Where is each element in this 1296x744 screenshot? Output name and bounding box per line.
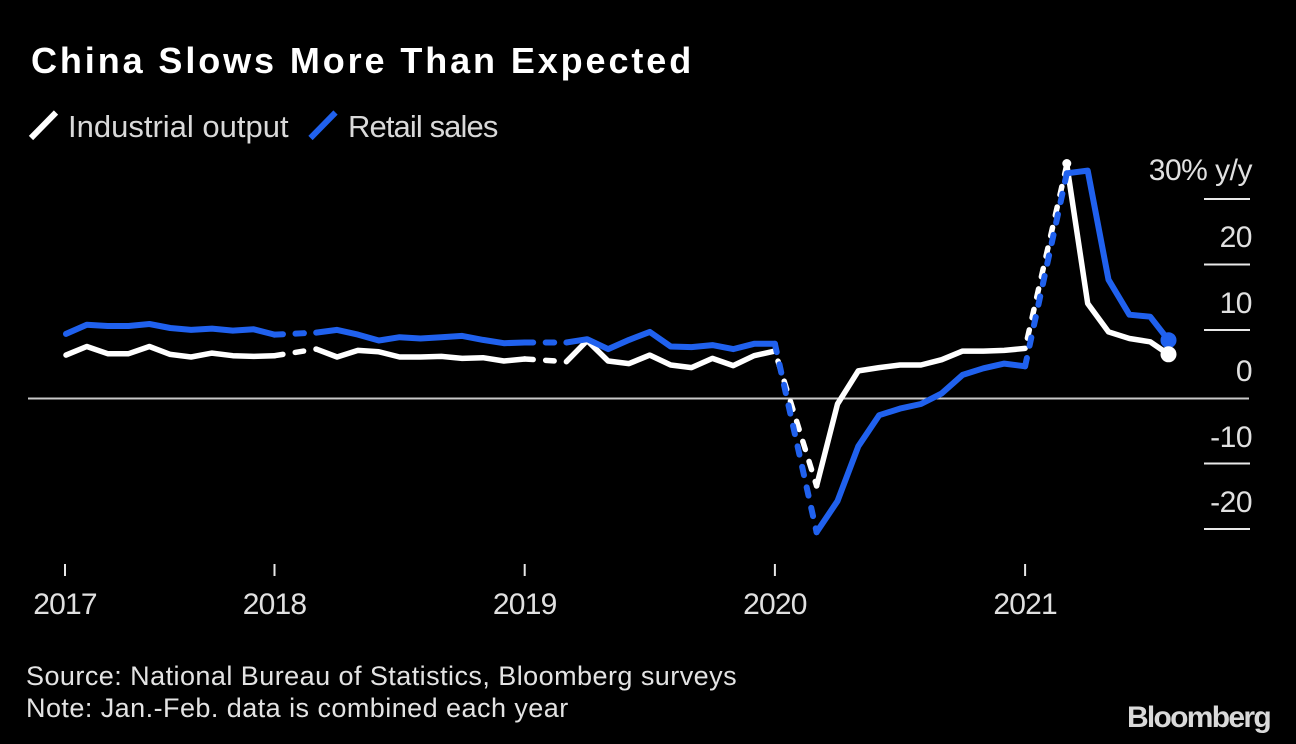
- svg-text:2018: 2018: [243, 588, 307, 621]
- svg-text:10: 10: [1220, 287, 1252, 320]
- svg-text:-10: -10: [1210, 421, 1252, 454]
- svg-text:2017: 2017: [33, 588, 97, 621]
- svg-text:30% y/y: 30% y/y: [1149, 154, 1253, 187]
- svg-text:Bloomberg: Bloomberg: [1127, 701, 1270, 734]
- svg-text:-20: -20: [1210, 486, 1252, 519]
- svg-text:Source: National Bureau of Sta: Source: National Bureau of Statistics, B…: [26, 661, 737, 691]
- svg-text:0: 0: [1236, 355, 1252, 388]
- svg-text:Industrial output: Industrial output: [68, 109, 289, 144]
- svg-text:2020: 2020: [743, 588, 807, 621]
- svg-text:Note: Jan.-Feb. data is combin: Note: Jan.-Feb. data is combined each ye…: [26, 693, 569, 723]
- svg-text:Retail sales: Retail sales: [348, 109, 498, 144]
- svg-text:20: 20: [1220, 221, 1252, 254]
- svg-text:2019: 2019: [493, 588, 557, 621]
- svg-text:China Slows More Than Expected: China Slows More Than Expected: [31, 40, 694, 81]
- svg-text:2021: 2021: [993, 588, 1057, 621]
